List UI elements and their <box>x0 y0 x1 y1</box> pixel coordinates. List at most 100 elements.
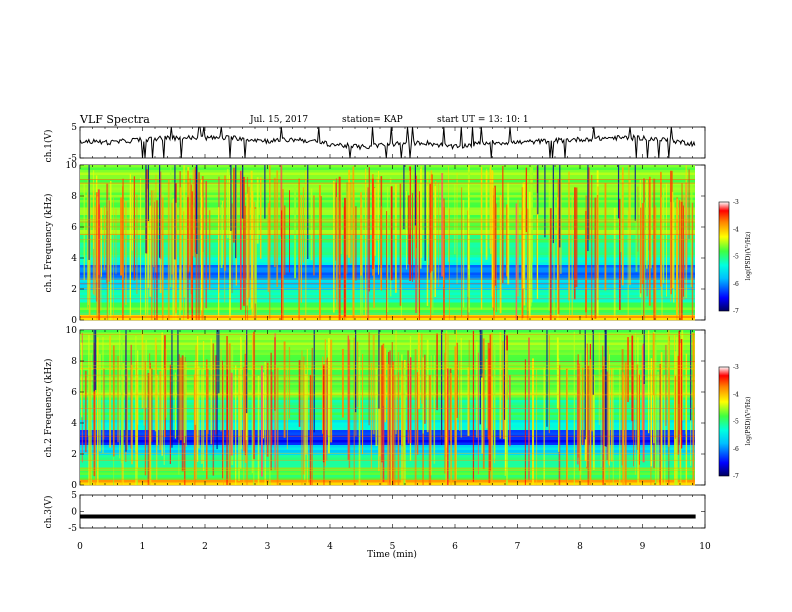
spectrogram-streak <box>210 338 212 445</box>
spectrogram-streak <box>392 361 395 485</box>
ch2-spectrogram-ylabel: ch.2 Frequency (kHz) <box>43 359 54 458</box>
spectrogram-streak <box>462 200 465 308</box>
spectrogram-band <box>80 170 695 173</box>
y-tick-label: 0 <box>71 481 77 491</box>
y-tick-label: -5 <box>68 154 77 164</box>
y-tick-label: 2 <box>71 450 77 460</box>
spectrogram-streak <box>433 355 436 464</box>
spectrogram-streak <box>359 349 361 485</box>
spectrogram-streak <box>395 330 397 435</box>
spectrogram-streak <box>208 210 211 290</box>
spectrogram-band <box>80 355 695 358</box>
spectrogram-streak <box>136 194 138 294</box>
spectrogram-streak <box>333 180 335 313</box>
spectrogram-streak <box>281 210 283 320</box>
spectrogram-streak <box>670 201 672 302</box>
spectrogram-streak <box>482 338 485 470</box>
spectrogram-streak <box>549 208 552 320</box>
spectrogram-streak <box>298 178 300 320</box>
spectrogram-gap <box>95 330 97 390</box>
spectrogram-streak <box>643 178 645 320</box>
spectrogram-streak <box>154 201 155 320</box>
spectrogram-streak <box>619 367 621 485</box>
ch1-colorbar-label: log(PSD)(V²/Hz) <box>745 232 752 281</box>
x-tick-label: 1 <box>140 542 146 552</box>
spectrogram-streak <box>169 364 171 464</box>
spectrogram-streak <box>428 375 431 485</box>
spectrogram-streak <box>155 174 157 273</box>
x-tick-label: 4 <box>327 542 333 552</box>
spectrogram-streak <box>635 188 638 272</box>
spectrogram-line <box>80 467 695 469</box>
spectrogram-streak <box>372 334 375 435</box>
spectrogram-gap <box>592 330 594 395</box>
spectrogram-streak <box>218 207 220 320</box>
spectrogram-streak <box>602 345 604 430</box>
spectrogram-streak <box>676 198 679 320</box>
colorbar-tick-label: -4 <box>733 226 739 233</box>
spectrogram-streak <box>324 339 326 467</box>
spectrogram-streak <box>94 205 96 296</box>
spectrogram-streak <box>109 335 112 448</box>
spectrogram-streak <box>323 364 325 485</box>
spectrogram-streak <box>598 332 600 426</box>
spectrogram-streak <box>632 360 634 467</box>
spectrogram-streak <box>526 208 529 320</box>
spectrogram-streak <box>525 167 528 233</box>
spectrogram-gap <box>559 165 561 248</box>
spectrogram-streak <box>235 365 237 485</box>
spectrogram-line <box>80 233 695 235</box>
spectrogram-streak <box>120 197 123 276</box>
spectrogram-streak <box>422 357 424 434</box>
spectrogram-streak <box>528 191 531 320</box>
spectrogram-gap <box>235 165 237 259</box>
spectrogram-streak <box>682 205 684 297</box>
spectrogram-streak <box>98 354 101 452</box>
spectrogram-streak <box>183 211 185 320</box>
spectrogram-gap <box>544 165 546 238</box>
spectrogram-streak <box>365 168 367 317</box>
spectrogram-streak <box>594 197 597 319</box>
spectrogram-streak <box>454 183 456 255</box>
spectrogram-streak <box>434 186 436 298</box>
ch1-waveform-panel <box>79 126 696 159</box>
spectrogram-streak <box>100 208 102 311</box>
spectrogram-streak <box>530 167 532 307</box>
spectrogram-streak <box>505 340 507 472</box>
spectrogram-gap <box>605 330 607 447</box>
spectrogram-band <box>80 362 695 366</box>
spectrogram-gap <box>546 330 548 427</box>
y-tick-label: 0 <box>71 508 77 518</box>
spectrogram-band <box>80 337 695 341</box>
spectrogram-streak <box>348 339 351 469</box>
panel-frame <box>79 494 706 529</box>
spectrogram-gap <box>230 165 232 231</box>
spectrogram-streak <box>493 187 495 320</box>
spectrogram-streak <box>198 366 200 449</box>
spectrogram-line <box>80 459 695 461</box>
spectrogram-streak <box>460 338 462 438</box>
spectrogram-streak <box>628 165 630 228</box>
spectrogram-streak <box>487 342 490 440</box>
spectrogram-streak <box>499 332 502 439</box>
spectrogram-gap <box>159 165 161 258</box>
spectrogram-streak <box>414 349 417 485</box>
spectrogram-streak <box>303 356 305 475</box>
spectrogram-line <box>80 394 695 396</box>
spectrogram-streak <box>571 197 573 320</box>
spectrogram-streak <box>120 332 123 463</box>
spectrogram-streak <box>368 167 370 292</box>
spectrogram-streak <box>655 205 657 320</box>
spectrogram-band <box>80 177 695 181</box>
spectrogram-streak <box>652 332 654 395</box>
spectrogram-streak <box>407 350 409 433</box>
spectrogram-streak <box>606 371 608 461</box>
spectrogram-line <box>80 478 695 480</box>
spectrogram-streak <box>644 202 646 320</box>
spectrogram-streak <box>304 364 306 481</box>
spectrogram-streak <box>448 208 450 320</box>
spectrogram-streak <box>386 211 388 320</box>
y-tick-label: 2 <box>71 285 77 295</box>
spectrogram-streak <box>250 170 253 309</box>
spectrogram-streak <box>609 354 610 466</box>
